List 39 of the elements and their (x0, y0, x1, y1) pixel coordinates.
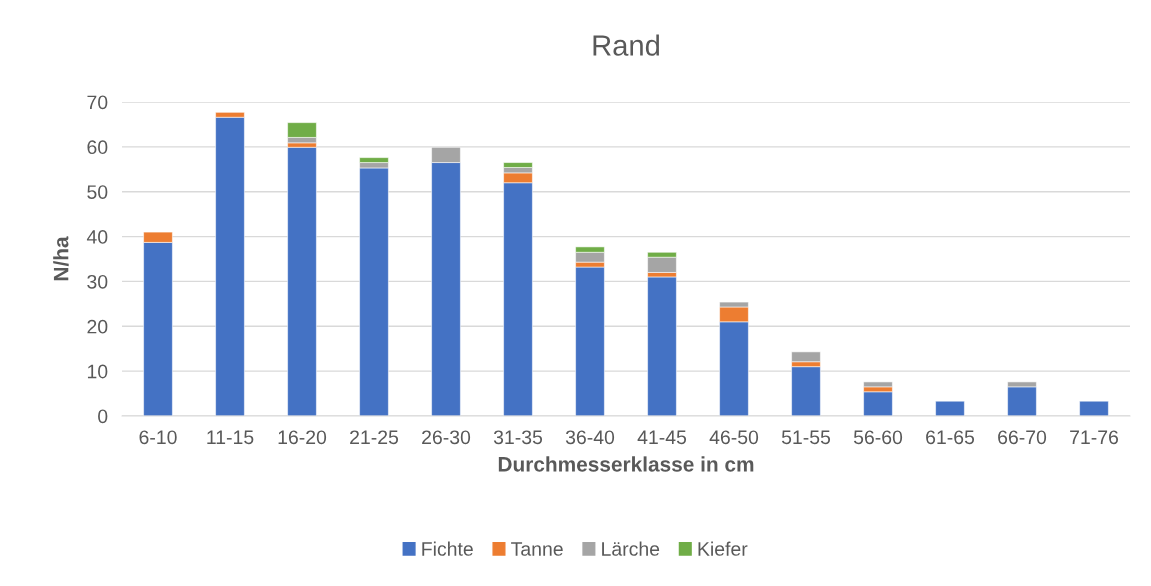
y-tick-label: 30 (87, 274, 108, 289)
y-tick-label: 10 (87, 364, 108, 379)
y-tick-label: 20 (87, 319, 108, 334)
y-tick-label: 0 (98, 409, 108, 424)
x-tick-label: 56-60 (853, 430, 903, 445)
y-axis-title: N/ha (53, 236, 69, 281)
x-tick-label: 71-76 (1070, 430, 1119, 445)
bar (359, 167, 389, 416)
legend-label: Tanne (511, 542, 563, 556)
y-tick-label: 70 (87, 95, 108, 110)
y-tick-label: 40 (86, 230, 108, 244)
bar (863, 381, 893, 388)
bar (647, 276, 677, 416)
x-tick-label: 6-10 (139, 430, 177, 445)
x-tick-label: 66-70 (998, 430, 1047, 445)
bar (791, 366, 821, 416)
bar (935, 400, 965, 416)
x-tick-label: 11-15 (207, 430, 254, 445)
legend-label: Lärche (602, 541, 660, 556)
legend-label: Fichte (422, 541, 473, 556)
x-tick-label: 16-20 (278, 430, 327, 445)
y-tick-label: 50 (87, 185, 108, 199)
bar (215, 116, 245, 416)
x-tick-label: 51-55 (781, 430, 831, 445)
x-tick-label: 31-35 (493, 430, 543, 445)
chart-title: Rand (593, 34, 659, 56)
x-tick-label: 46-50 (709, 430, 759, 445)
legend-label: Kiefer (698, 541, 748, 556)
bar (1079, 400, 1109, 416)
x-tick-label: 41-45 (637, 430, 687, 445)
x-axis-title: Durchmesserklasse in cm (498, 456, 754, 472)
y-tick-label: 60 (87, 140, 108, 155)
x-tick-label: 61-65 (926, 430, 975, 445)
x-tick-label: 21-25 (350, 430, 399, 445)
bar (863, 391, 893, 416)
x-tick-label: 36-40 (565, 430, 615, 445)
x-tick-label: 26-30 (422, 430, 471, 445)
bar (575, 266, 605, 416)
bar (287, 147, 317, 416)
